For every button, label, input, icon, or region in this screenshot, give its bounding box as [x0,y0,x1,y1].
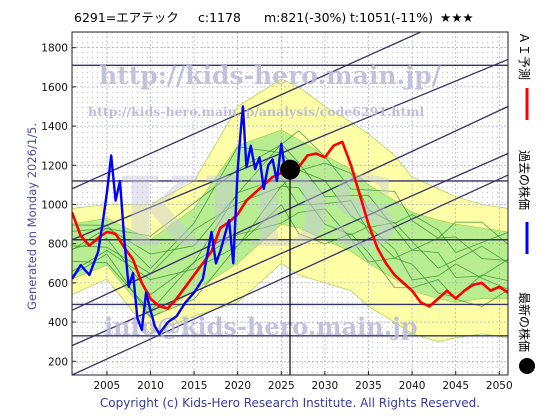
legend-ai-label: ＡＩ予測 [517,32,531,80]
y-tick-label: 200 [48,356,68,368]
copyright-footer: Copyright (c) Kids-Hero Research Institu… [100,396,480,410]
scenario-line [72,169,508,275]
x-axis-ticks: 2005 2010 2015 2020 2025 2030 2035 2040 2045 2050 [94,371,513,392]
x-tick-label: 2005 [94,380,121,392]
chart-header: 6291=エアテック c:1178 m:821(-30%) t:1051(-11… [74,10,474,25]
y-tick-label: 1000 [41,199,68,211]
target-price: t:1051(-11%) [350,10,433,25]
min-price: m:821(-30%) [264,10,346,25]
x-tick-label: 2025 [268,380,295,392]
scenario-line [72,177,508,296]
ticker-name: 6291=エアテック [74,10,179,25]
legend-past-label: 過去の株価 [517,150,532,210]
y-tick-label: 800 [48,239,68,251]
legend: ＡＩ予測 過去の株価 最新の株価 [517,32,535,374]
scenario-line [72,204,508,318]
rating-stars: ★★★ [440,10,474,25]
current-price: c:1178 [198,10,241,25]
scenario-line [72,208,508,312]
x-tick-label: 2035 [355,380,382,392]
scenario-line [72,143,508,261]
x-tick-label: 2040 [399,380,426,392]
latest-price-group [280,159,300,375]
legend-latest-swatch [519,358,535,374]
x-tick-label: 2050 [486,380,513,392]
plot-frame [71,31,509,376]
watermark-url: http://kids-hero.main.jp/ [99,61,442,90]
scenario-line [72,146,508,270]
channel-line [72,58,508,241]
y-tick-label: 1200 [41,160,68,172]
y-tick-label: 600 [48,278,68,290]
watermark-analysis-url: http://kids-hero.main.jp/analysis/code62… [88,104,424,119]
legend-latest-label: 最新の株価 [517,292,532,352]
y-axis-ticks: 200 400 600 800 1000 1200 1400 1600 1800 [41,43,76,368]
y-tick-label: 1600 [41,82,68,94]
y-tick-label: 1400 [41,121,68,133]
x-tick-label: 2015 [181,380,208,392]
scenario-line [72,185,508,290]
scenario-lines [72,130,508,318]
x-tick-label: 2010 [137,380,164,392]
channel-line [72,32,423,190]
watermark-big: KIDS [118,156,399,269]
y-tick-label: 400 [48,317,68,329]
past-price-line [72,105,291,335]
x-tick-label: 2030 [312,380,339,392]
x-tick-label: 2020 [224,380,251,392]
y-tick-label: 1800 [41,43,68,55]
past-price-series [72,105,291,335]
scenario-line [72,130,508,245]
latest-price-marker [280,159,300,180]
generated-date-label: Generated on Monday 2026/1/5. [25,123,39,310]
x-tick-label: 2045 [442,380,469,392]
